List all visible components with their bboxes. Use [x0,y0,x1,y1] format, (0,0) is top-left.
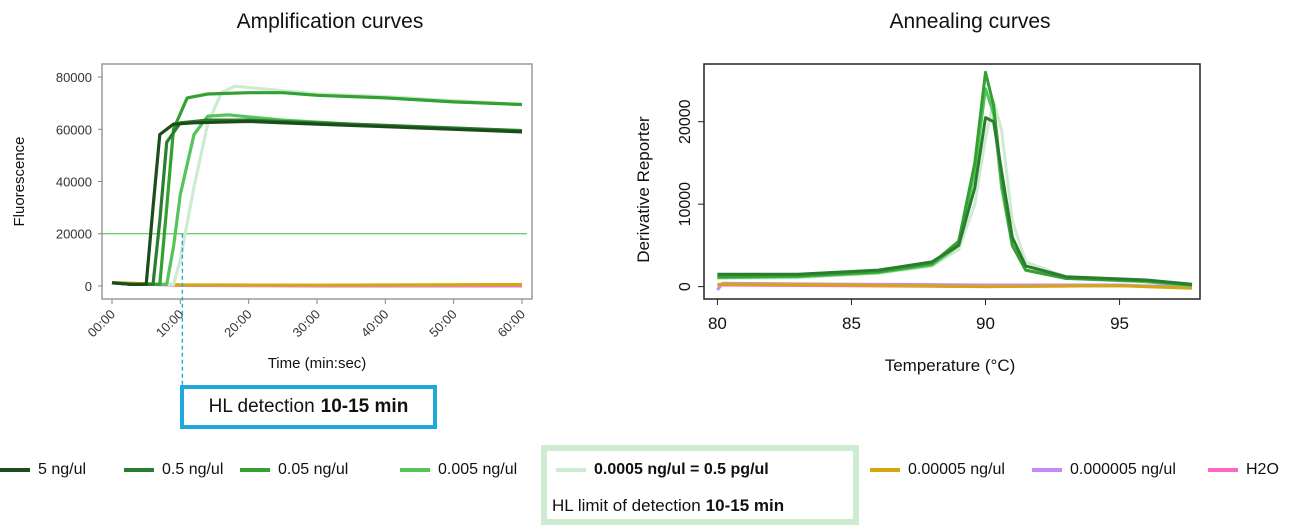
amplification-x-axis-label: Time (min:sec) [268,355,367,372]
legend-item: 0.0005 ng/ul = 0.5 pg/ul [556,461,769,479]
y-tick-label: 20000 [56,227,92,242]
limit-of-detection-label: HL limit of detection [552,496,701,515]
x-tick-label: 50:00 [426,307,460,341]
legend-label: 0.000005 ng/ul [1070,461,1176,478]
legend-item: 0.000005 ng/ul [1032,461,1176,479]
x-tick-label: 95 [1110,314,1129,333]
legend-swatch [870,468,900,472]
y-tick-label: 20000 [677,99,694,144]
annealing-title: Annealing curves [889,10,1051,33]
amplification-series-line [111,119,523,286]
x-tick-label: 30:00 [290,307,324,341]
annealing-series-line [717,70,1193,287]
legend-label: 0.0005 ng/ul = 0.5 pg/ul [594,461,769,478]
hl-detection-time: 10-15 min [320,396,409,417]
y-tick-label: 0 [677,282,694,291]
annealing-series-line [717,282,1193,290]
legend-label: 0.5 ng/ul [162,461,224,478]
legend-swatch [1208,468,1238,472]
legend-item: H2O [1208,461,1279,479]
legend-label: H2O [1246,461,1279,478]
legend-item: 0.00005 ng/ul [870,461,1005,479]
amplification-series-line [111,91,523,286]
legend-item: 0.05 ng/ul [240,461,348,479]
x-tick-label: 00:00 [85,307,119,341]
x-tick-label: 20:00 [221,307,255,341]
y-tick-label: 80000 [56,70,92,85]
annealing-series-line [717,99,1193,288]
legend-label: 0.00005 ng/ul [908,461,1005,478]
hl-detection-text: HL detection [208,396,315,417]
x-tick-label: 60:00 [495,307,529,341]
y-tick-label: 40000 [56,175,92,190]
legend-swatch [124,468,154,472]
x-tick-label: 80 [708,314,727,333]
limit-of-detection-text: HL limit of detection 10-15 min [552,496,784,516]
amplification-plot-frame [101,63,533,300]
legend-swatch [400,468,430,472]
y-tick-label: 10000 [677,182,694,227]
x-tick-label: 90 [976,314,995,333]
legend-item: 5 ng/ul [0,461,86,479]
annealing-y-axis-label: Derivative Reporter [634,116,653,263]
annealing-series-line [717,116,1193,286]
limit-of-detection-time: 10-15 min [705,496,785,515]
hl-detection-box: HL detection 10-15 min [180,385,437,429]
legend-swatch [1032,468,1062,472]
legend-label: 0.05 ng/ul [278,461,349,478]
legend-item: 0.005 ng/ul [400,461,517,479]
amplification-y-axis-label: Fluorescence [11,136,28,226]
amplification-title: Amplification curves [236,10,424,33]
legend-item: 0.5 ng/ul [124,461,223,479]
x-tick-label: 40:00 [358,307,392,341]
annealing-x-axis-label: Temperature (°C) [885,356,1016,375]
legend-swatch [556,468,586,472]
x-tick-label: 10:00 [153,307,187,341]
legend-swatch [240,468,270,472]
y-tick-label: 60000 [56,122,92,137]
legend-label: 0.005 ng/ul [438,461,518,478]
legend-swatch [0,468,30,472]
annealing-plot-frame [703,63,1201,300]
annealing-series-line [717,87,1193,288]
x-tick-label: 85 [842,314,861,333]
legend-label: 5 ng/ul [38,461,87,478]
y-tick-label: 0 [85,279,92,294]
